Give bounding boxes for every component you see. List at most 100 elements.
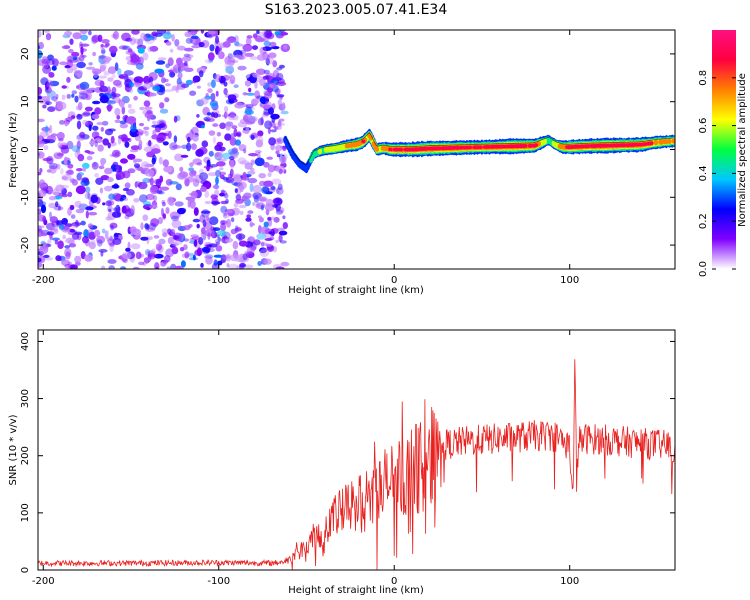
noise-blob [135,78,140,82]
noise-blob [239,210,244,216]
noise-blob [152,85,161,92]
noise-blob [75,105,83,111]
noise-blob [109,243,114,253]
noise-blob [144,106,153,111]
noise-blob [208,130,216,136]
noise-blob [144,33,152,38]
noise-blob [244,162,253,170]
noise-blob [237,157,247,165]
noise-blob [157,57,167,61]
noise-blob [137,47,145,54]
noise-blob [223,87,228,96]
noise-blob [157,245,164,253]
noise-blob [255,37,265,43]
noise-blob [231,125,238,130]
noise-blob [48,162,58,170]
noise-blob [167,196,174,205]
signal-ridge-mark [478,145,483,149]
noise-blob [263,108,271,116]
noise-blob [96,121,104,126]
noise-blob [282,146,287,152]
noise-blob [158,238,166,245]
noise-blob [42,65,52,74]
noise-blob [273,216,280,223]
noise-blob [263,40,271,47]
noise-blob [238,264,245,269]
noise-blob [92,100,101,105]
noise-blob [191,45,201,49]
noise-blob [249,221,254,228]
noise-blob [196,223,200,229]
noise-blob [171,246,179,255]
noise-blob [189,162,194,168]
noise-blob [225,111,229,118]
noise-blob [38,225,45,229]
noise-blob [155,266,159,269]
signal-ridge-mark [523,143,528,148]
noise-blob [88,241,96,250]
noise-blob [162,32,172,40]
noise-blob [129,88,133,94]
noise-blob [157,216,163,225]
noise-blob [87,151,95,155]
noise-blob [205,247,215,253]
noise-blob [104,230,108,240]
noise-blob [47,79,54,89]
noise-blob [244,80,251,87]
noise-blob [46,169,52,173]
noise-blob [259,247,267,254]
noise-blob [90,194,99,204]
snr-series [38,359,675,570]
noise-blob [244,198,251,207]
noise-blob [150,148,161,154]
noise-blob [226,263,230,268]
noise-blob [187,136,191,143]
noise-blob [146,141,153,147]
noise-blob [218,51,225,60]
noise-blob [112,79,122,86]
noise-blob [106,177,114,183]
noise-blob [268,137,276,146]
noise-blob [133,159,137,164]
noise-blob [148,254,159,258]
snr-y-tick-label: 400 [20,332,31,351]
noise-blob [191,236,201,240]
noise-blob [104,128,114,136]
spectrogram-y-tick-label: -20 [20,237,31,253]
noise-blob [38,189,47,197]
noise-blob [196,114,200,118]
noise-blob [188,224,193,228]
spectrogram-y-tick-label: 10 [20,95,31,108]
noise-blob [146,90,150,97]
noise-blob [76,140,81,150]
noise-blob [216,161,226,167]
noise-blob [245,37,252,46]
noise-blob [78,96,85,100]
noise-blob [208,164,219,168]
noise-blob [148,236,153,241]
noise-blob [114,151,120,157]
noise-blob [71,232,80,240]
noise-blob [164,78,169,83]
noise-blob [67,169,74,175]
noise-blob [95,177,104,185]
noise-blob [91,161,99,170]
noise-blob [111,73,116,79]
noise-blob [234,102,245,109]
noise-blob [81,93,91,101]
noise-blob [100,126,105,132]
noise-blob [112,96,120,104]
noise-blob [190,234,199,238]
noise-blob [138,140,143,147]
noise-blob [275,122,286,127]
noise-blob [208,243,218,248]
noise-blob [97,144,104,152]
noise-blob [278,30,286,33]
noise-blob [249,183,254,193]
noise-blob [156,137,165,144]
signal-ridge-mark [653,139,659,146]
noise-blob [204,255,210,259]
noise-blob [220,200,229,205]
noise-blob [281,102,286,111]
noise-blob [102,202,106,206]
